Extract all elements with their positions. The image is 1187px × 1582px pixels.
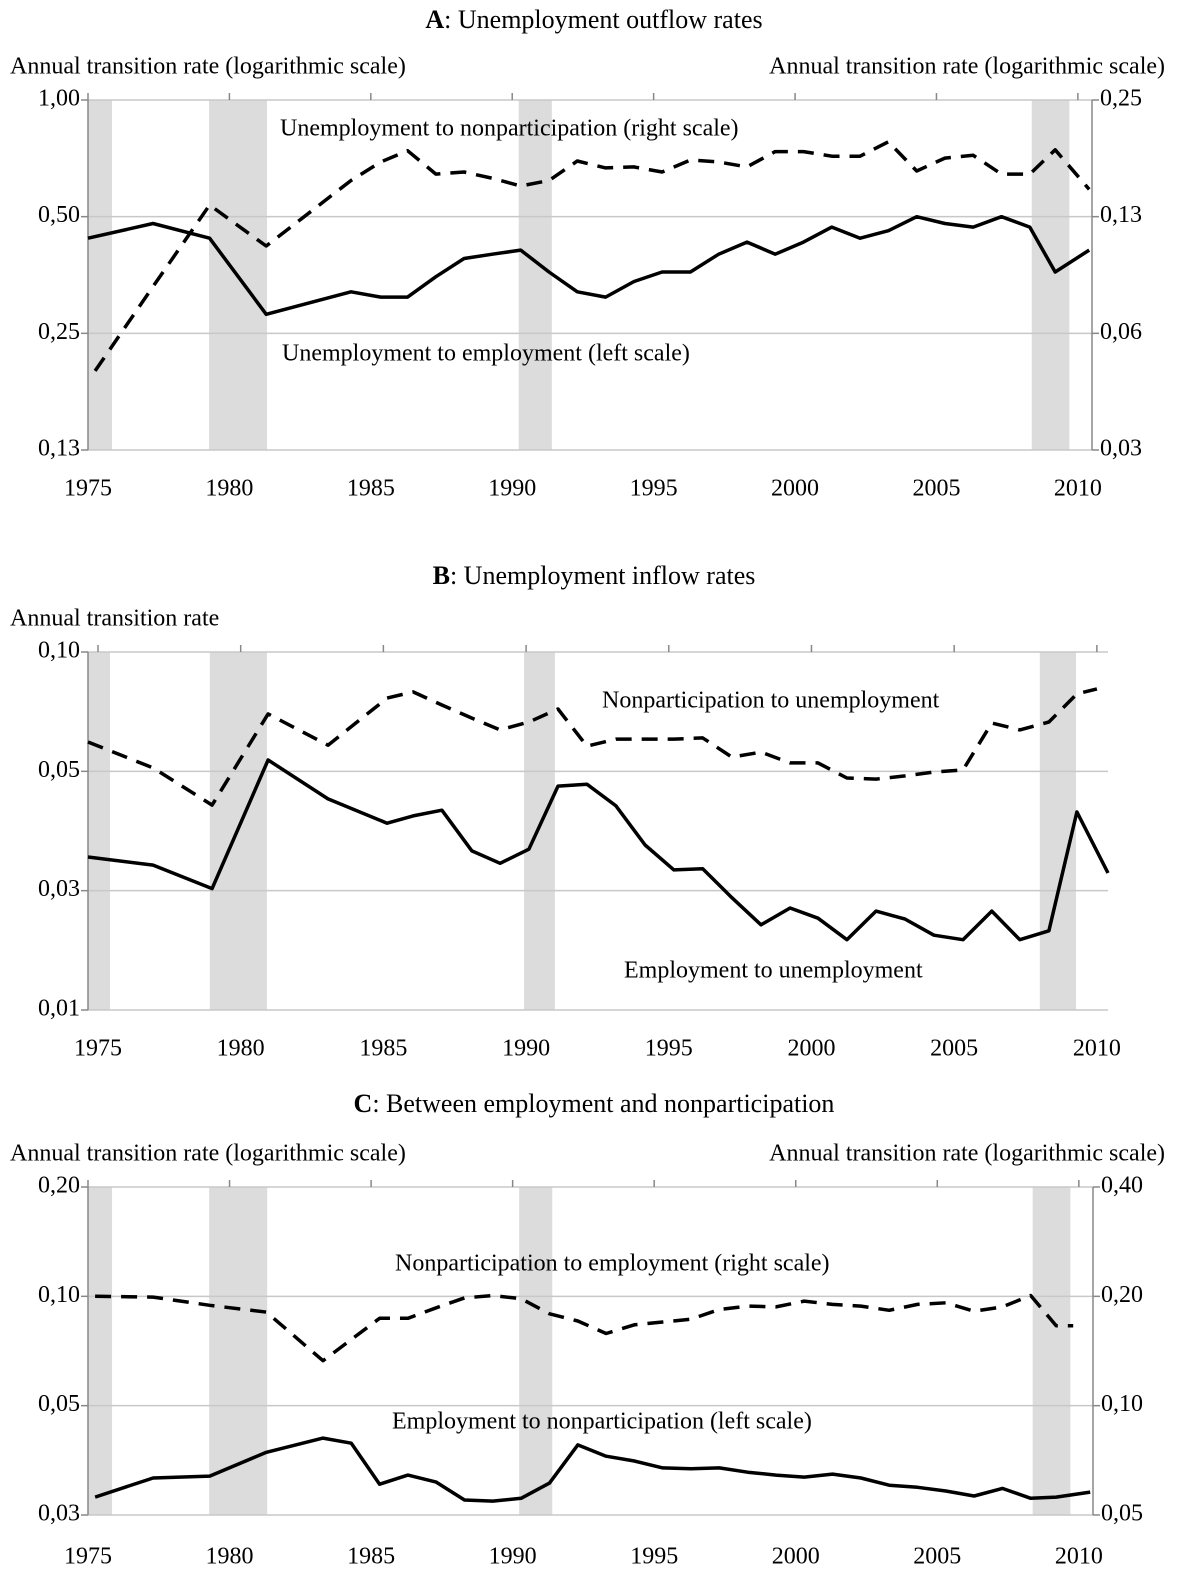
series-label: Unemployment to nonparticipation (right … [280,116,739,142]
x-tick-label: 2000 [771,476,819,502]
x-tick-label: 2010 [1054,476,1102,502]
y-axis-label: Annual transition rate [10,606,219,632]
x-tick-label: 1980 [205,476,253,502]
series-line [94,1436,1091,1503]
y2-tick-label: 0,06 [1100,319,1142,345]
series-label: Nonparticipation to unemployment [602,688,940,714]
x-tick-label: 2005 [912,476,960,502]
y2-tick-label: 0,05 [1101,1501,1143,1527]
x-tick-label: 2000 [772,1544,820,1570]
x-tick-label: 1985 [347,1544,395,1570]
panel-letter: C [354,1089,373,1118]
y-tick-label: 0,50 [38,202,80,228]
series-line [87,687,1098,807]
series-label: Employment to nonparticipation (left sca… [392,1409,812,1435]
x-tick-label: 2005 [913,1544,961,1570]
series-line [95,1293,1074,1363]
x-tick-label: 1980 [217,1036,265,1062]
chart-title: C: Between employment and nonparticipati… [354,1089,835,1118]
title-text: : Unemployment inflow rates [450,561,755,590]
shaded-period [1039,652,1077,1010]
series-line [93,140,1091,372]
x-tick-label: 1995 [645,1036,693,1062]
shaded-period [1032,1187,1071,1515]
y-axis-label: Annual transition rate (logarithmic scal… [10,54,406,80]
y2-tick-label: 0,40 [1101,1173,1143,1199]
shaded-period [519,1187,553,1515]
x-tick-label: 2010 [1055,1544,1103,1570]
y-tick-label: 1,00 [38,86,80,112]
series-line [87,758,1110,942]
y-tick-label: 0,03 [38,876,80,902]
y-tick-label: 0,10 [38,1282,80,1308]
y-tick-label: 0,25 [38,319,80,345]
y2-axis-label: Annual transition rate (logarithmic scal… [769,54,1165,80]
y-tick-label: 0,20 [38,1173,80,1199]
y2-tick-label: 0,03 [1100,436,1142,462]
x-tick-label: 1975 [64,1544,112,1570]
y2-tick-label: 0,10 [1101,1391,1143,1417]
y-tick-label: 0,13 [38,436,80,462]
title-text: : Unemployment outflow rates [444,5,762,34]
y2-tick-label: 0,20 [1101,1282,1143,1308]
x-tick-label: 2010 [1073,1036,1121,1062]
title-text: : Between employment and nonparticipatio… [372,1089,834,1118]
shaded-period [88,1187,113,1515]
y-tick-label: 0,05 [38,757,80,783]
shaded-period [1031,100,1070,450]
y2-tick-label: 0,13 [1100,202,1142,228]
y-tick-label: 0,03 [38,1501,80,1527]
x-tick-label: 1975 [74,1036,122,1062]
y-tick-label: 0,10 [38,638,80,664]
x-tick-label: 1990 [488,476,536,502]
series-label: Nonparticipation to employment (right sc… [395,1251,830,1277]
x-tick-label: 1985 [347,476,395,502]
x-tick-label: 2000 [787,1036,835,1062]
shaded-period [88,100,113,450]
y2-tick-label: 0,25 [1100,86,1142,112]
series-label: Unemployment to employment (left scale) [282,341,690,367]
x-tick-label: 1990 [502,1036,550,1062]
shaded-period [88,652,110,1010]
series-line [87,214,1091,317]
chart-title: A: Unemployment outflow rates [425,5,762,34]
chart-title: B: Unemployment inflow rates [433,561,756,590]
y-tick-label: 0,01 [38,996,80,1022]
series-label: Employment to unemployment [624,958,923,984]
x-tick-label: 1995 [630,1544,678,1570]
x-tick-label: 1990 [489,1544,537,1570]
y-axis-label: Annual transition rate (logarithmic scal… [10,1141,406,1167]
panel-letter: A [425,5,444,34]
shaded-period [524,652,555,1010]
x-tick-label: 1980 [206,1544,254,1570]
x-tick-label: 2005 [930,1036,978,1062]
x-tick-label: 1975 [64,476,112,502]
y2-axis-label: Annual transition rate (logarithmic scal… [769,1141,1165,1167]
x-tick-label: 1995 [630,476,678,502]
shaded-period [518,100,552,450]
shaded-period [209,1187,268,1515]
x-tick-label: 1985 [359,1036,407,1062]
y-tick-label: 0,05 [38,1391,80,1417]
panel-letter: B [433,561,450,590]
